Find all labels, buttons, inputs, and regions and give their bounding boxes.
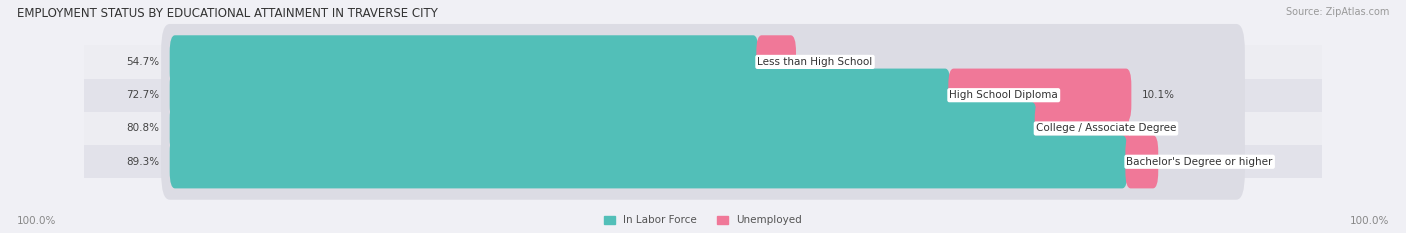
- Text: Less than High School: Less than High School: [758, 57, 873, 67]
- Text: High School Diploma: High School Diploma: [949, 90, 1059, 100]
- FancyBboxPatch shape: [162, 24, 1244, 100]
- Bar: [84, 145, 1322, 178]
- Text: 1.3%: 1.3%: [1168, 157, 1195, 167]
- Text: 80.8%: 80.8%: [127, 123, 159, 134]
- FancyBboxPatch shape: [170, 135, 1128, 188]
- Legend: In Labor Force, Unemployed: In Labor Force, Unemployed: [605, 216, 801, 226]
- Bar: [84, 79, 1322, 112]
- Bar: [84, 45, 1322, 79]
- Text: 10.1%: 10.1%: [1142, 90, 1175, 100]
- Text: 100.0%: 100.0%: [17, 216, 56, 226]
- FancyBboxPatch shape: [948, 69, 1132, 122]
- Text: 54.7%: 54.7%: [127, 57, 159, 67]
- Text: Source: ZipAtlas.com: Source: ZipAtlas.com: [1285, 7, 1389, 17]
- FancyBboxPatch shape: [170, 102, 1036, 155]
- Text: 89.3%: 89.3%: [127, 157, 159, 167]
- FancyBboxPatch shape: [170, 69, 950, 122]
- FancyBboxPatch shape: [162, 57, 1244, 133]
- FancyBboxPatch shape: [162, 91, 1244, 166]
- FancyBboxPatch shape: [170, 35, 758, 89]
- Text: 4.9%: 4.9%: [1140, 123, 1166, 134]
- Text: 1.7%: 1.7%: [807, 57, 834, 67]
- Text: EMPLOYMENT STATUS BY EDUCATIONAL ATTAINMENT IN TRAVERSE CITY: EMPLOYMENT STATUS BY EDUCATIONAL ATTAINM…: [17, 7, 437, 20]
- FancyBboxPatch shape: [756, 35, 796, 89]
- Text: 100.0%: 100.0%: [1350, 216, 1389, 226]
- Text: College / Associate Degree: College / Associate Degree: [1036, 123, 1177, 134]
- FancyBboxPatch shape: [1035, 102, 1129, 155]
- Bar: [84, 112, 1322, 145]
- Text: 72.7%: 72.7%: [127, 90, 159, 100]
- Text: Bachelor's Degree or higher: Bachelor's Degree or higher: [1126, 157, 1272, 167]
- FancyBboxPatch shape: [162, 124, 1244, 200]
- FancyBboxPatch shape: [1125, 135, 1159, 188]
